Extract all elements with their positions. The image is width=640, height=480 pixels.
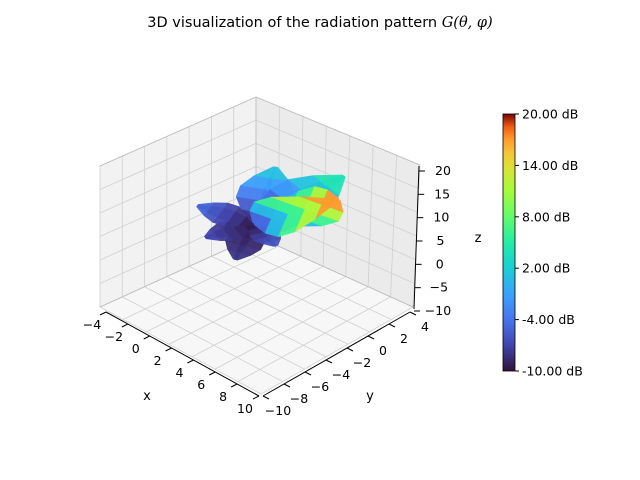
z-tick-label: 20 <box>435 163 451 178</box>
y-tick-mark <box>367 335 375 340</box>
radiation-surface <box>196 166 346 261</box>
y-tick-label: 4 <box>421 319 429 334</box>
x-tick-label: 10 <box>237 401 253 416</box>
surface-facet <box>315 189 340 220</box>
colorbar-tick-label: 14.00 dB <box>522 158 578 173</box>
surface-facet <box>312 174 346 196</box>
y-tick-mark <box>262 395 270 400</box>
y-tick-label: 2 <box>400 331 408 346</box>
colorbar-tick-label: 20.00 dB <box>522 107 578 122</box>
z-axis-label: z <box>475 231 482 246</box>
x-tick-mark <box>143 335 150 340</box>
surface-facet <box>227 249 252 261</box>
z-tick-label: 15 <box>434 186 450 201</box>
colorbar-tick-label: 8.00 dB <box>522 209 570 224</box>
x-tick-label: 0 <box>132 341 140 356</box>
colorbar: 20.00 dB 14.00 dB 8.00 dB 2.00 dB -4.00 dB -1… <box>502 107 583 379</box>
y-tick-mark <box>346 347 354 352</box>
y-ticks: −10−8−6−4−2 024 <box>262 311 429 418</box>
chart-title: 3D visualization of the radiation patter… <box>147 15 492 31</box>
z-tick-label: 0 <box>436 256 444 271</box>
x-tick-mark <box>230 383 238 388</box>
y-tick-mark <box>325 359 333 364</box>
x-tick-mark <box>165 347 172 352</box>
z-axis-line <box>413 165 420 310</box>
x-tick-label: 6 <box>197 377 205 392</box>
z-tick-label: 10 <box>433 210 449 225</box>
x-tick-mark <box>187 359 194 364</box>
y-tick-label: −6 <box>311 379 329 394</box>
colorbar-gradient <box>502 113 516 372</box>
y-tick-mark <box>409 311 417 316</box>
x-tick-mark <box>252 395 260 400</box>
x-axis-label: x <box>143 389 151 404</box>
chart-title-math: G(θ, φ) <box>442 15 493 31</box>
x-tick-mark <box>121 323 129 328</box>
y-tick-label: −4 <box>332 367 350 382</box>
surface-facet <box>253 166 290 182</box>
y-tick-label: 0 <box>379 343 387 358</box>
y-tick-mark <box>388 323 396 328</box>
x-tick-label: −4 <box>83 317 101 332</box>
z-tick-label: −10 <box>425 303 451 318</box>
chart-title-text: 3D visualization of the radiation patter… <box>147 15 441 31</box>
y-tick-label: −8 <box>290 391 308 406</box>
pane-floor <box>100 236 413 394</box>
x-tick-label: 4 <box>175 365 183 380</box>
pane-left <box>100 97 256 307</box>
x-tick-label: 8 <box>219 389 227 404</box>
y-tick-label: −10 <box>265 403 291 418</box>
surface-facet <box>196 202 215 216</box>
x-axis-line <box>105 311 260 397</box>
surface-facet <box>262 238 281 247</box>
x-tick-mark <box>209 371 216 376</box>
y-axis-line <box>262 311 411 397</box>
x-tick-label: −2 <box>105 329 123 344</box>
y-tick-mark <box>283 383 291 388</box>
y-tick-mark <box>304 371 312 376</box>
z-tick-label: −5 <box>430 280 448 295</box>
colorbar-tick-label: -4.00 dB <box>522 312 575 327</box>
x-tick-mark <box>99 311 107 316</box>
y-axis-label: y <box>366 389 374 404</box>
axis-lines <box>105 165 420 397</box>
colorbar-tick-label: 2.00 dB <box>522 261 570 276</box>
z-ticks: −10 −5 0 5 10 15 20 <box>414 163 451 318</box>
y-tick-label: −2 <box>353 355 371 370</box>
z-tick-label: 5 <box>437 233 445 248</box>
surface-facet <box>203 228 221 241</box>
colorbar-tick-label: -10.00 dB <box>522 364 583 379</box>
x-tick-label: 2 <box>154 353 162 368</box>
colorbar-ticks: 20.00 dB 14.00 dB 8.00 dB 2.00 dB -4.00 dB -1… <box>515 107 583 379</box>
